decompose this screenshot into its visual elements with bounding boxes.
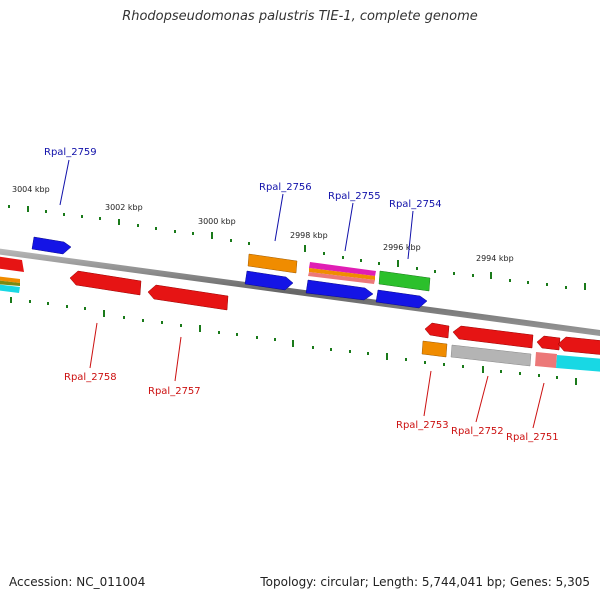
gene-right-edge-red[interactable] — [557, 336, 600, 355]
gene-rpal-2756-orange[interactable] — [247, 253, 298, 274]
tick-label: 3000 kbp — [198, 217, 236, 226]
genome-backbone — [0, 248, 600, 336]
gene-label-rpal-2757[interactable]: Rpal_2757 — [148, 386, 201, 397]
gene-left-edge-olive[interactable] — [0, 280, 20, 286]
gene-left-edge-cyan[interactable] — [0, 284, 20, 293]
forward-genes — [31, 236, 431, 309]
gene-label-rpal-2753[interactable]: Rpal_2753 — [396, 420, 449, 431]
gene-left-edge-orange[interactable] — [0, 276, 20, 283]
leader-line — [59, 159, 70, 206]
tick-label: 2994 kbp — [476, 254, 514, 263]
gene-rpal-2756-blue[interactable] — [244, 270, 294, 291]
gene-rpal-2755-blue[interactable] — [305, 279, 374, 301]
accession-text: Accession: NC_011004 — [9, 575, 146, 589]
leader-line — [344, 202, 354, 252]
gene-label-rpal-2759[interactable]: Rpal_2759 — [44, 147, 97, 158]
gene-rpal-2759[interactable] — [31, 236, 72, 255]
gene-rpal-2752[interactable] — [450, 344, 532, 367]
leader-line — [423, 370, 432, 417]
tick-label: 3004 kbp — [12, 185, 50, 194]
leader-line — [274, 193, 284, 242]
leader-line — [532, 382, 545, 429]
gene-rpal-2754-blue[interactable] — [375, 289, 428, 309]
tick-label: 2996 kbp — [383, 243, 421, 252]
gene-rpal-2751-red[interactable] — [536, 335, 561, 351]
leader-line — [89, 322, 98, 369]
gene-rpal-2754[interactable] — [378, 270, 431, 292]
gene-label-rpal-2751[interactable]: Rpal_2751 — [506, 432, 559, 443]
gene-rpal-2755-top[interactable] — [309, 262, 376, 276]
reverse-genes — [0, 256, 600, 372]
leader-lines — [59, 159, 545, 429]
leader-line — [475, 375, 489, 423]
gene-rpal-2758[interactable] — [69, 270, 142, 296]
genome-summary-text: Topology: circular; Length: 5,744,041 bp… — [260, 575, 590, 589]
gene-rpal-2752-red[interactable] — [452, 325, 534, 349]
tick-label: 3002 kbp — [105, 203, 143, 212]
gene-label-rpal-2755[interactable]: Rpal_2755 — [328, 191, 381, 202]
leader-line — [174, 336, 182, 382]
gene-left-edge-red[interactable] — [0, 256, 24, 272]
tick-label: 2998 kbp — [290, 231, 328, 240]
gene-rpal-2753-red[interactable] — [424, 322, 450, 339]
gene-rpal-2757[interactable] — [147, 284, 229, 311]
leader-line — [407, 210, 414, 260]
gene-label-rpal-2758[interactable]: Rpal_2758 — [64, 372, 117, 383]
gene-rpal-2755-bot[interactable] — [308, 272, 375, 284]
map-title: Rhodopseudomonas palustris TIE-1, comple… — [122, 9, 478, 24]
forward-tick-track — [8, 205, 586, 290]
gene-rpal-2755-mid[interactable] — [309, 268, 375, 280]
gene-right-edge-cyan[interactable] — [556, 355, 600, 372]
gene-label-rpal-2752[interactable]: Rpal_2752 — [451, 426, 504, 437]
gene-label-rpal-2754[interactable]: Rpal_2754 — [389, 199, 442, 210]
gene-label-rpal-2756[interactable]: Rpal_2756 — [259, 182, 312, 193]
gene-rpal-2751[interactable] — [535, 352, 557, 368]
gene-rpal-2753-orange[interactable] — [421, 340, 448, 358]
reverse-tick-track — [10, 297, 577, 385]
